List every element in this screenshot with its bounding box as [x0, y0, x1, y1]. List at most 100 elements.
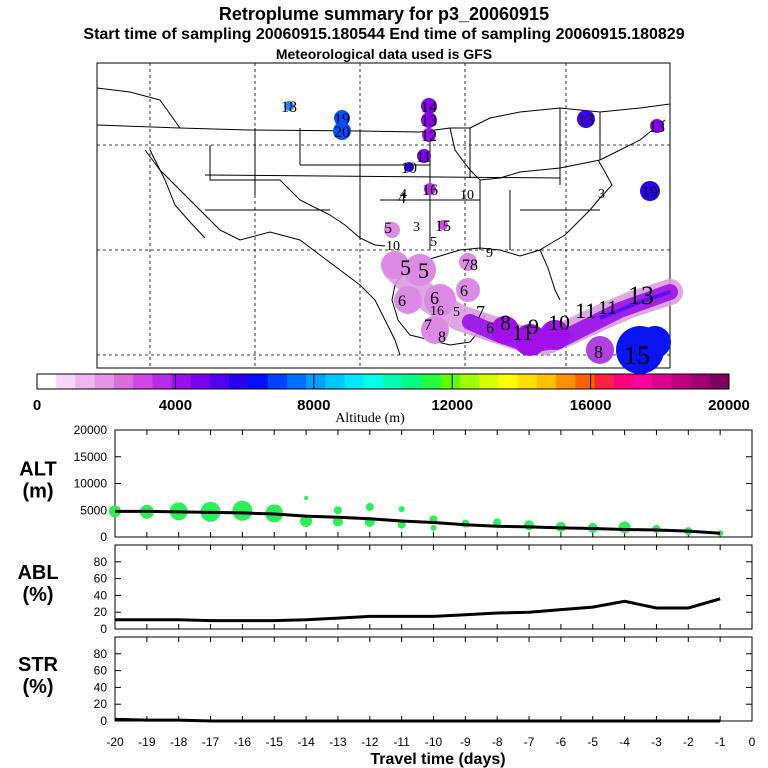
sampling-times: Start time of sampling 20060915.180544 E… — [83, 26, 685, 43]
map-marker: 10 — [401, 160, 417, 177]
colorbar-swatch — [267, 374, 288, 389]
map-marker-label: 19 — [642, 184, 658, 201]
chart-frame — [114, 636, 753, 722]
plume-day-label: 10 — [460, 188, 474, 203]
map-marker-label: 18 — [281, 99, 297, 116]
alt-point — [332, 516, 343, 527]
plume-day-label: 5 — [384, 220, 392, 237]
x-tick-label: -8 — [492, 735, 503, 749]
y-axis-label: ALT — [19, 459, 56, 481]
map-marker: 20 — [333, 122, 351, 141]
alt-point — [232, 500, 253, 521]
x-axis-label: Travel time (days) — [370, 751, 505, 768]
alt-point — [304, 495, 309, 500]
plume-day-label: 10 — [386, 239, 400, 254]
colorbar-tick-label: 12000 — [431, 397, 473, 414]
x-tick-label: 0 — [749, 735, 756, 749]
colorbar-tick-label: 8000 — [297, 397, 330, 414]
alt-point — [493, 518, 502, 527]
plume-day-label: 6 — [486, 320, 494, 337]
colorbar-tick-label: 4000 — [159, 397, 192, 414]
y-tick-label: 20 — [94, 697, 108, 711]
colorbar-swatch — [113, 374, 134, 389]
plume-blue-blobs — [616, 326, 671, 374]
colorbar-swatch — [248, 374, 269, 389]
plume-day-label: 6 — [398, 293, 406, 310]
colorbar-swatch — [671, 374, 692, 389]
colorbar-swatch — [171, 374, 192, 389]
plume-blob — [514, 324, 546, 356]
x-tick-label: -1 — [715, 735, 726, 749]
y-tick-label: 20 — [94, 605, 108, 619]
map-marker-label: 15 — [435, 218, 451, 235]
map-marker-label: 13 — [421, 113, 437, 130]
plume-day-label: 5 — [453, 305, 460, 320]
y-axis-label: (m) — [22, 481, 53, 503]
colorbar-swatch — [536, 374, 557, 389]
met-data-label: Meteorological data used is GFS — [275, 46, 493, 62]
x-tick-label: -16 — [234, 735, 252, 749]
y-axis-label: (%) — [22, 584, 53, 606]
x-tick-label: -5 — [587, 735, 598, 749]
y-tick-label: 0 — [100, 530, 107, 544]
colorbar-swatch — [94, 374, 115, 389]
alt-point — [524, 520, 535, 531]
x-tick-label: -13 — [329, 735, 347, 749]
map-marker: 15 — [435, 218, 451, 235]
x-tick-label: -3 — [651, 735, 662, 749]
map-marker: 12 — [421, 128, 437, 145]
y-tick-label: 60 — [94, 572, 108, 586]
colorbar-swatch — [306, 374, 326, 389]
y-tick-label: 40 — [94, 680, 108, 694]
map-marker-dot — [421, 112, 437, 128]
colorbar-swatch — [709, 374, 730, 389]
y-axis-label: (%) — [22, 676, 53, 698]
colorbar-swatch — [498, 374, 519, 389]
alt-point — [333, 506, 342, 515]
colorbar-tick-label: 20000 — [708, 397, 750, 414]
plume-blob — [381, 251, 409, 279]
plume-day-label: 10 — [548, 310, 570, 335]
colorbar-swatch — [613, 374, 634, 389]
map-marker: 16 — [422, 182, 438, 199]
colorbar-tick-label: 16000 — [570, 397, 612, 414]
x-tick-label: -14 — [297, 735, 315, 749]
map-marker: 18 — [281, 99, 297, 116]
x-tick-label: -11 — [393, 735, 410, 749]
plume-blob — [424, 284, 456, 316]
y-axis-label: STR — [18, 654, 59, 676]
plume-day-label: 8 — [438, 329, 446, 346]
plume-blob — [384, 222, 400, 238]
x-tick-label: -20 — [106, 735, 124, 749]
plume-day-label: 11 — [512, 320, 533, 345]
map-marker-dot — [422, 128, 436, 142]
altitude-colorbar: 0 4000 8000 12000 16000 20000 Altitude (m) — [33, 373, 750, 426]
map-marker-dot — [334, 110, 350, 126]
map-marker-dot — [438, 220, 448, 230]
colorbar-swatch — [344, 374, 365, 389]
plume-day-label: 78 — [462, 257, 478, 274]
x-tick-label: -18 — [170, 735, 188, 749]
x-tick-label: -15 — [266, 735, 284, 749]
colorbar-swatch — [286, 374, 307, 389]
map-marker-dot — [417, 149, 431, 163]
plume-day-label: 5 — [418, 258, 429, 283]
y-tick-label: 10000 — [74, 477, 108, 491]
colorbar-title: Altitude (m) — [335, 411, 405, 426]
plume-day-label: 5 — [400, 255, 411, 280]
str-line — [114, 717, 721, 723]
alt-point — [430, 524, 437, 531]
plume-day-label: 6 — [460, 283, 468, 300]
alt-point — [398, 506, 405, 513]
y-tick-label: 40 — [94, 588, 108, 602]
colorbar-swatch — [556, 374, 576, 389]
colorbar-swatch — [575, 374, 595, 389]
x-tick-label: -10 — [425, 735, 443, 749]
chart-title: Retroplume summary for p3_20060915 — [218, 4, 550, 24]
plume-day-label: 8 — [594, 342, 603, 362]
plume-day-label: 11 — [598, 297, 617, 319]
map-marker-label: 12 — [421, 128, 437, 145]
